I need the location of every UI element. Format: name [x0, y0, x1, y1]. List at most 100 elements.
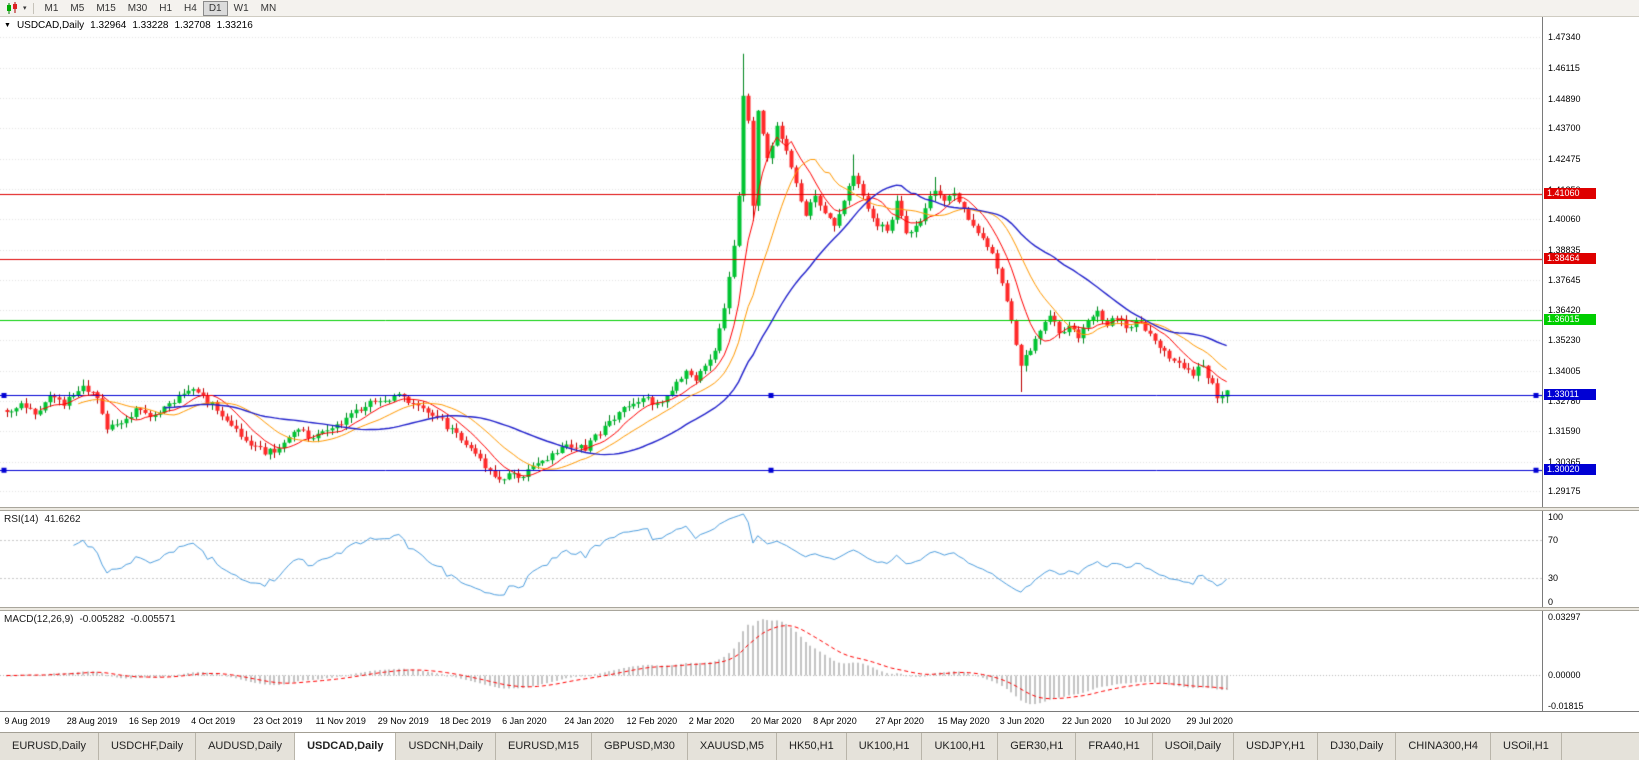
timeframe-button-h4[interactable]: H4: [184, 2, 197, 14]
timeframe-button-h1[interactable]: H1: [159, 2, 173, 14]
level-price-badge: 1.38464: [1544, 253, 1596, 265]
rsi-canvas[interactable]: [0, 511, 1542, 607]
price-tick-label: 1.43700: [1548, 123, 1581, 134]
date-tick-label: 29 Nov 2019: [377, 716, 429, 726]
price-tick-label: 1.29175: [1548, 486, 1581, 497]
price-chart-canvas[interactable]: [0, 17, 1542, 507]
date-tick-label: 2 Mar 2020: [688, 716, 735, 726]
time-axis[interactable]: 9 Aug 2019 28 Aug 2019 16 Sep 2019 4 Oct 20…: [0, 711, 1639, 732]
level-price-badge: 1.30020: [1544, 464, 1596, 476]
date-tick-label: 16 Sep 2019: [128, 716, 180, 726]
level-price-badge: 1.36015: [1544, 314, 1596, 326]
date-tick-label: 23 Oct 2019: [253, 716, 303, 726]
timeframe-button-m15[interactable]: M15: [96, 2, 116, 14]
price-tick-label: 1.35230: [1548, 335, 1581, 345]
chart-tab-china300-h4[interactable]: CHINA300,H4: [1396, 733, 1492, 760]
date-tick-label: 8 Apr 2020: [813, 716, 857, 726]
timeframe-button-w1[interactable]: W1: [233, 2, 249, 14]
rsi-label: RSI(14): [4, 514, 39, 525]
chart-tab-ger30-h1[interactable]: GER30,H1: [998, 733, 1077, 760]
chart-tab-hk50-h1[interactable]: HK50,H1: [777, 733, 847, 760]
date-tick-label: 9 Aug 2019: [4, 716, 51, 726]
rsi-scale[interactable]: 100 70 30 0: [1542, 511, 1639, 607]
date-tick-label: 28 Aug 2019: [66, 716, 118, 726]
chart-tab-usoil-daily[interactable]: USOil,Daily: [1153, 733, 1235, 760]
candlestick-chart-icon[interactable]: [3, 1, 22, 15]
price-tick-label: 1.31590: [1548, 426, 1581, 436]
level-price-badge: 1.33011: [1544, 389, 1596, 401]
date-tick-label: 11 Nov 2019: [315, 716, 366, 726]
date-tick-label: 4 Oct 2019: [191, 716, 236, 726]
rsi-tick-label: 70: [1548, 534, 1559, 545]
chart-tab-usdchf-daily[interactable]: USDCHF,Daily: [99, 733, 197, 760]
chart-type-dropdown-caret-icon[interactable]: ▾: [23, 5, 27, 12]
chart-tab-eurusd-m15[interactable]: EURUSD,M15: [496, 733, 592, 760]
macd-header: MACD(12,26,9) -0.005282 -0.005571: [4, 614, 176, 625]
chart-tab-uk100-h1[interactable]: UK100,H1: [922, 733, 999, 760]
quote-low-value: 1.32708: [174, 20, 211, 31]
timeframe-button-m5[interactable]: M5: [70, 2, 85, 14]
date-tick-label: 20 Mar 2020: [750, 716, 802, 726]
timeframe-button-group: M1 M5 M15 M30 H1 H4 D1 W1 MN: [39, 0, 283, 16]
price-scale[interactable]: 1.473401.461151.448901.437001.424751.412…: [1542, 17, 1639, 507]
macd-plot-area: MACD(12,26,9) -0.005282 -0.005571: [0, 611, 1542, 711]
price-tick-label: 1.37645: [1548, 274, 1581, 285]
price-tick-label: 1.47340: [1548, 32, 1581, 43]
date-tick-label: 24 Jan 2020: [564, 716, 614, 726]
chart-tab-dj30-daily[interactable]: DJ30,Daily: [1318, 733, 1397, 760]
date-tick-label: 22 Jun 2020: [1061, 716, 1112, 726]
price-tick-label: 1.44890: [1548, 93, 1581, 104]
panel-splitter[interactable]: [0, 507, 1639, 511]
date-tick-label: 29 Jul 2020: [1186, 716, 1233, 726]
macd-tick-label: 0.00000: [1548, 670, 1581, 681]
rsi-header: RSI(14) 41.6262: [4, 514, 81, 525]
price-tick-label: 1.30365: [1548, 456, 1581, 467]
price-tick-label: 1.36420: [1548, 305, 1581, 316]
macd-signal-value: -0.005571: [130, 614, 176, 625]
main-chart-panel: ▼ USDCAD,Daily 1.32964 1.33228 1.32708 1…: [0, 17, 1639, 507]
chart-tab-gbpusd-m30[interactable]: GBPUSD,M30: [592, 733, 688, 760]
chart-tab-uk100-h1[interactable]: UK100,H1: [847, 733, 923, 760]
date-tick-label: 6 Jan 2020: [502, 716, 547, 726]
chart-tab-usdcnh-daily[interactable]: USDCNH,Daily: [396, 733, 497, 760]
main-chart-plot-area: ▼ USDCAD,Daily 1.32964 1.33228 1.32708 1…: [0, 17, 1542, 507]
date-tick-label: 27 Apr 2020: [875, 716, 924, 726]
quote-high-value: 1.33228: [132, 20, 169, 31]
rsi-value: 41.6262: [44, 514, 81, 525]
price-tick-label: 1.46115: [1548, 62, 1580, 73]
price-tick-label: 1.34005: [1548, 365, 1581, 376]
top-toolbar: ▾ M1 M5 M15 M30 H1 H4 D1 W1 MN: [0, 0, 1639, 17]
chart-tab-eurusd-daily[interactable]: EURUSD,Daily: [0, 733, 99, 760]
date-tick-label: 18 Dec 2019: [439, 716, 491, 726]
macd-tick-label: 0.03297: [1548, 612, 1581, 622]
rsi-tick-label: 30: [1548, 573, 1559, 584]
timeframe-button-d1[interactable]: D1: [202, 0, 228, 16]
chart-menu-caret-icon[interactable]: ▼: [4, 22, 11, 29]
date-tick-label: 10 Jul 2020: [1124, 716, 1171, 726]
chart-tab-fra40-h1[interactable]: FRA40,H1: [1076, 733, 1153, 760]
date-tick-label: 3 Jun 2020: [999, 716, 1045, 726]
panel-splitter[interactable]: [0, 607, 1639, 611]
chart-tab-bar: EURUSD,Daily USDCHF,Daily AUDUSD,Daily USDC…: [0, 732, 1639, 760]
macd-label: MACD(12,26,9): [4, 614, 74, 625]
price-tick-label: 1.42475: [1548, 153, 1581, 164]
macd-canvas[interactable]: [0, 611, 1542, 711]
chart-tab-usoil-h1[interactable]: USOil,H1: [1491, 733, 1562, 760]
chart-tab-audusd-daily[interactable]: AUDUSD,Daily: [196, 733, 296, 760]
timeframe-button-m30[interactable]: M30: [127, 2, 148, 14]
rsi-plot-area: RSI(14) 41.6262: [0, 511, 1542, 607]
candlestick-chart-icon-svg: [7, 1, 17, 14]
chart-tab-xauusd-m5[interactable]: XAUUSD,M5: [688, 733, 778, 760]
macd-scale[interactable]: 0.03297 0.00000 -0.01815: [1542, 611, 1639, 711]
date-tick-label: 12 Feb 2020: [626, 716, 678, 726]
timeframe-button-m1[interactable]: M1: [44, 2, 59, 14]
timeframe-button-mn[interactable]: MN: [260, 2, 277, 14]
chart-header: ▼ USDCAD,Daily 1.32964 1.33228 1.32708 1…: [4, 20, 253, 31]
quote-open-value: 1.32964: [90, 20, 127, 31]
chart-tab-usdcad-daily[interactable]: USDCAD,Daily: [295, 733, 397, 760]
price-tick-label: 1.40060: [1548, 214, 1581, 225]
chart-tab-usdjpy-h1[interactable]: USDJPY,H1: [1234, 733, 1319, 760]
quote-close-value: 1.33216: [216, 20, 253, 31]
macd-tick-label: -0.01815: [1548, 701, 1584, 711]
